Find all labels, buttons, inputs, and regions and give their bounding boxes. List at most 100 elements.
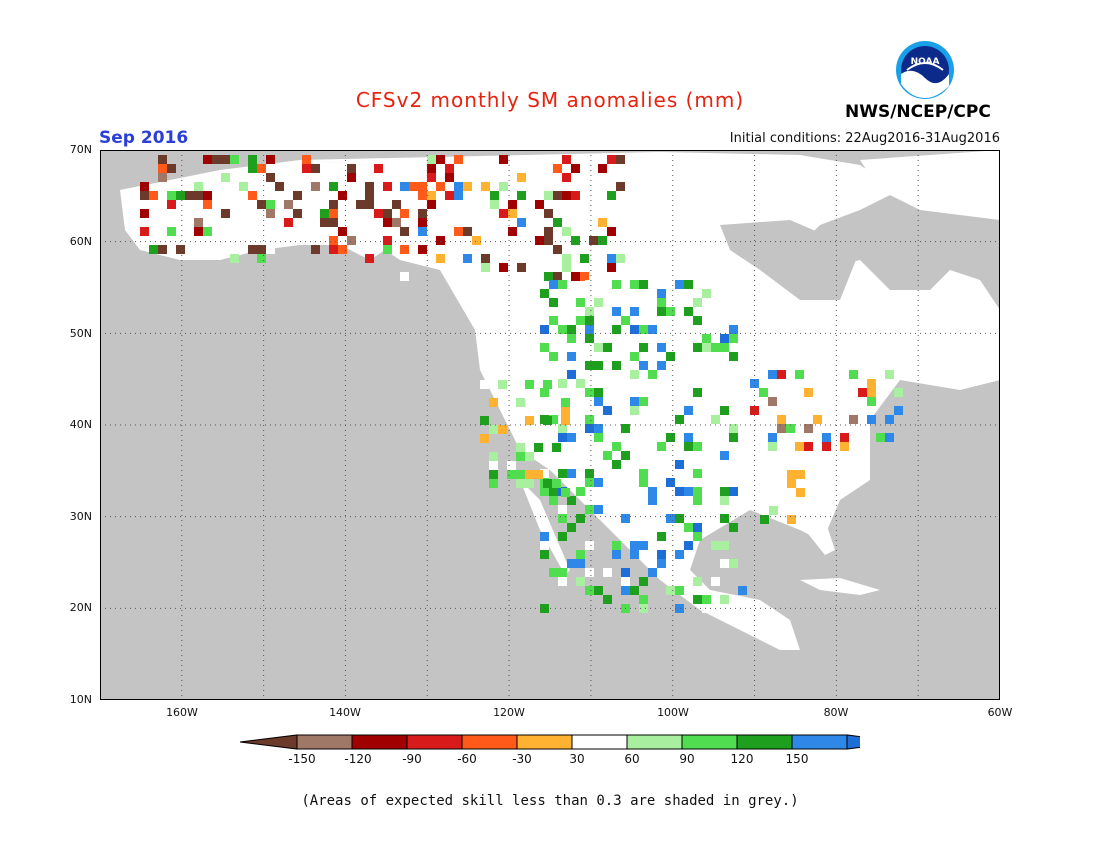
anomaly-cell (534, 470, 543, 479)
anomaly-cell (158, 155, 167, 164)
anomaly-cell (585, 586, 594, 595)
anomaly-cell (777, 424, 786, 433)
anomaly-cell (508, 209, 517, 218)
anomaly-cell (657, 361, 666, 370)
anomaly-cell (639, 604, 648, 613)
anomaly-cell (616, 155, 625, 164)
anomaly-cell (603, 595, 612, 604)
anomaly-cell (576, 379, 585, 388)
anomaly-cell (594, 424, 603, 433)
anomaly-cell (702, 595, 711, 604)
anomaly-cell (607, 155, 616, 164)
anomaly-cell (675, 586, 684, 595)
lat-tick-label: 30N (69, 510, 92, 523)
anomaly-cell (777, 370, 786, 379)
anomaly-cell (849, 370, 858, 379)
lon-tick-label: 120W (493, 706, 525, 719)
anomaly-cell (499, 263, 508, 272)
anomaly-cell (702, 289, 711, 298)
anomaly-cell (212, 155, 221, 164)
anomaly-cell (481, 263, 490, 272)
anomaly-cell (558, 505, 567, 514)
anomaly-cell (293, 191, 302, 200)
anomaly-cell (140, 227, 149, 236)
anomaly-cell (675, 604, 684, 613)
anomaly-cell (167, 191, 176, 200)
anomaly-cell (702, 334, 711, 343)
anomaly-cell (576, 316, 585, 325)
anomaly-cell (612, 550, 621, 559)
anomaly-cell (463, 182, 472, 191)
anomaly-cell (454, 155, 463, 164)
anomaly-cell (720, 361, 729, 370)
anomaly-cell (365, 254, 374, 263)
anomaly-cell (729, 307, 738, 316)
anomaly-cell (720, 334, 729, 343)
anomaly-cell (427, 173, 436, 182)
anomaly-cell (684, 442, 693, 451)
anomaly-cell (786, 370, 795, 379)
anomaly-cell (543, 380, 552, 389)
agency-label: NWS/NCEP/CPC (845, 102, 991, 122)
anomaly-cell (612, 361, 621, 370)
anomaly-cell (630, 541, 639, 550)
anomaly-cell (720, 451, 729, 460)
anomaly-cell (621, 586, 630, 595)
anomaly-cell (720, 595, 729, 604)
anomaly-cell (786, 424, 795, 433)
anomaly-cell (454, 227, 463, 236)
anomaly-cell (639, 595, 648, 604)
anomaly-cell (535, 200, 544, 209)
anomaly-cell (526, 191, 535, 200)
anomaly-cell (535, 236, 544, 245)
anomaly-cell (567, 496, 576, 505)
anomaly-cell (849, 415, 858, 424)
anomaly-cell (648, 325, 657, 334)
anomaly-cell (720, 514, 729, 523)
anomaly-cell (603, 568, 612, 577)
anomaly-cell (876, 433, 885, 442)
anomaly-cell (329, 218, 338, 227)
anomaly-cell (400, 272, 409, 281)
anomaly-cell (489, 479, 498, 488)
colorbar-label: 60 (624, 752, 640, 766)
anomaly-cell (648, 496, 657, 505)
anomaly-cell (239, 218, 248, 227)
anomaly-cell (498, 380, 507, 389)
anomaly-cell (517, 218, 526, 227)
colorbar-right-arrow (846, 734, 860, 750)
anomaly-cell (549, 280, 558, 289)
anomaly-cell (787, 515, 796, 524)
anomaly-cell (693, 532, 702, 541)
anomaly-cell (561, 407, 570, 416)
colorbar-segment (681, 734, 738, 750)
anomaly-cell (720, 289, 729, 298)
anomaly-cell (481, 182, 490, 191)
anomaly-cell (516, 443, 525, 452)
anomaly-cell (585, 388, 594, 397)
anomaly-cell (675, 550, 684, 559)
anomaly-cell (562, 155, 571, 164)
anomaly-cell (648, 370, 657, 379)
anomaly-cell (571, 164, 580, 173)
anomaly-cell (257, 254, 266, 263)
anomaly-cell (489, 461, 498, 470)
anomaly-cell (525, 452, 534, 461)
anomaly-cell (516, 398, 525, 407)
anomaly-cell (549, 298, 558, 307)
anomaly-cell (558, 424, 567, 433)
anomaly-cell (392, 218, 401, 227)
anomaly-cell (894, 388, 903, 397)
anomaly-cell (517, 191, 526, 200)
anomaly-cell (657, 550, 666, 559)
anomaly-cell (630, 352, 639, 361)
anomaly-cell (543, 434, 552, 443)
anomaly-cell (630, 397, 639, 406)
anomaly-cell (552, 452, 561, 461)
anomaly-cell (594, 478, 603, 487)
anomaly-cell (768, 397, 777, 406)
anomaly-cell (540, 550, 549, 559)
anomaly-cell (804, 388, 813, 397)
anomaly-cell (544, 272, 553, 281)
anomaly-cell (221, 173, 230, 182)
